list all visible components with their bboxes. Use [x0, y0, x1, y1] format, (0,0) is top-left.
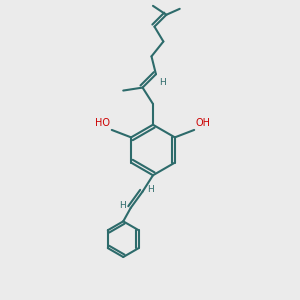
- Text: H: H: [119, 201, 126, 210]
- Text: H: H: [160, 78, 166, 87]
- Text: HO: HO: [95, 118, 110, 128]
- Text: OH: OH: [196, 118, 211, 128]
- Text: H: H: [147, 185, 154, 194]
